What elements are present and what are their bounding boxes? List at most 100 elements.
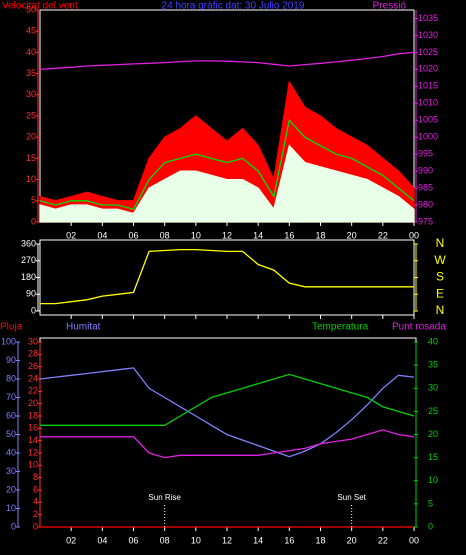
legend-label: Humitat (66, 322, 101, 333)
y-tick-label: 90 (26, 289, 36, 299)
series-line (39, 367, 415, 458)
x-tick-label: 02 (66, 230, 76, 240)
y2-tick-label: 35 (428, 360, 438, 370)
y-tick-label: 20 (26, 132, 36, 142)
x-tick-label: 14 (253, 230, 263, 240)
y-axis-label: Velocitat del vent (2, 1, 78, 12)
series-line (39, 51, 415, 71)
y-tick-label: 0 (11, 521, 16, 531)
y2-tick-label: 1025 (418, 47, 438, 57)
x-tick-label: 14 (253, 535, 263, 545)
y2-tick-label: 10 (428, 475, 438, 485)
y-tick-label: 50 (26, 4, 36, 14)
x-tick-label: 20 (347, 535, 357, 545)
y3-tick-label: 6 (33, 484, 38, 494)
x-tick-label: 04 (97, 535, 107, 545)
y-tick-label: 10 (26, 174, 36, 184)
y2-tick-label: 1030 (418, 30, 438, 40)
y2-tick-label: 5 (428, 498, 433, 508)
y3-tick-label: 24 (28, 373, 38, 383)
x-tick-label: 12 (222, 535, 232, 545)
x-tick-label: 18 (315, 230, 325, 240)
x-tick-label: 00 (409, 230, 419, 240)
y-tick-label: 100 (1, 336, 16, 346)
y-tick-label: 30 (26, 89, 36, 99)
legend-label: Pluja (0, 322, 23, 333)
y2-tick-label: 1000 (418, 132, 438, 142)
y-tick-label: 40 (6, 447, 16, 457)
y2-axis-label: Pressió (373, 1, 407, 12)
y2-tick-label: 40 (428, 336, 438, 346)
y2-tick-label: 985 (418, 182, 433, 192)
y-tick-label: 25 (26, 110, 36, 120)
y3-tick-label: 10 (28, 460, 38, 470)
y2-tick-label: E (436, 286, 444, 300)
y3-tick-label: 22 (28, 386, 38, 396)
y-tick-label: 45 (26, 26, 36, 36)
x-tick-label: 22 (378, 230, 388, 240)
y-tick-label: 0 (31, 305, 36, 315)
y2-tick-label: 995 (418, 149, 433, 159)
y-tick-label: 70 (6, 392, 16, 402)
y-tick-label: 5 (31, 195, 36, 205)
y2-tick-label: 1020 (418, 64, 438, 74)
y2-tick-label: N (436, 236, 445, 250)
x-tick-label: 16 (284, 535, 294, 545)
x-tick-label: 00 (409, 535, 419, 545)
y-tick-label: 270 (21, 255, 36, 265)
y3-tick-label: 0 (33, 521, 38, 531)
y3-tick-label: 18 (28, 410, 38, 420)
x-tick-label: 08 (160, 230, 170, 240)
x-tick-label: 02 (66, 535, 76, 545)
y3-tick-label: 30 (28, 336, 38, 346)
x-tick-label: 12 (222, 230, 232, 240)
y2-tick-label: W (434, 253, 446, 267)
y3-tick-label: 12 (28, 447, 38, 457)
y-tick-label: 30 (6, 466, 16, 476)
y-tick-label: 0 (31, 216, 36, 226)
y2-tick-label: 25 (428, 406, 438, 416)
y2-tick-label: 1035 (418, 13, 438, 23)
y2-tick-label: 20 (428, 429, 438, 439)
y-tick-label: 10 (6, 503, 16, 513)
y-tick-label: 60 (6, 410, 16, 420)
y-tick-label: 15 (26, 153, 36, 163)
annotation-label: Sun Rise (148, 493, 181, 502)
series-line (39, 118, 415, 211)
legend-label: Temperatura (312, 322, 369, 333)
y3-tick-label: 26 (28, 361, 38, 371)
y2-tick-label: 15 (428, 452, 438, 462)
y2-tick-label: 1005 (418, 115, 438, 125)
x-tick-label: 18 (315, 535, 325, 545)
x-tick-label: 22 (378, 535, 388, 545)
y2-tick-label: 30 (428, 383, 438, 393)
y-tick-label: 90 (6, 355, 16, 365)
y-tick-label: 180 (21, 272, 36, 282)
y3-tick-label: 16 (28, 423, 38, 433)
y2-tick-label: S (436, 270, 444, 284)
legend-label: Punt rosada (392, 322, 446, 333)
y3-tick-label: 20 (28, 398, 38, 408)
y2-tick-label: 975 (418, 216, 433, 226)
x-tick-label: 06 (128, 230, 138, 240)
y-tick-label: 80 (6, 373, 16, 383)
y3-tick-label: 28 (28, 349, 38, 359)
y-tick-label: 360 (21, 238, 36, 248)
y2-tick-label: 1010 (418, 98, 438, 108)
x-tick-label: 06 (128, 535, 138, 545)
x-tick-label: 10 (191, 230, 201, 240)
x-tick-label: 16 (284, 230, 294, 240)
chart-title: 24 hora gràfic dat: 30 Julio 2019 (162, 1, 305, 12)
y-tick-label: 40 (26, 47, 36, 57)
x-tick-label: 08 (160, 535, 170, 545)
y2-tick-label: N (436, 303, 445, 317)
y2-tick-label: 980 (418, 199, 433, 209)
series-line (40, 373, 415, 426)
y2-tick-label: 990 (418, 165, 433, 175)
series-line (40, 429, 415, 459)
series-area (39, 144, 415, 223)
y-tick-label: 20 (6, 484, 16, 494)
x-tick-label: 20 (347, 230, 357, 240)
